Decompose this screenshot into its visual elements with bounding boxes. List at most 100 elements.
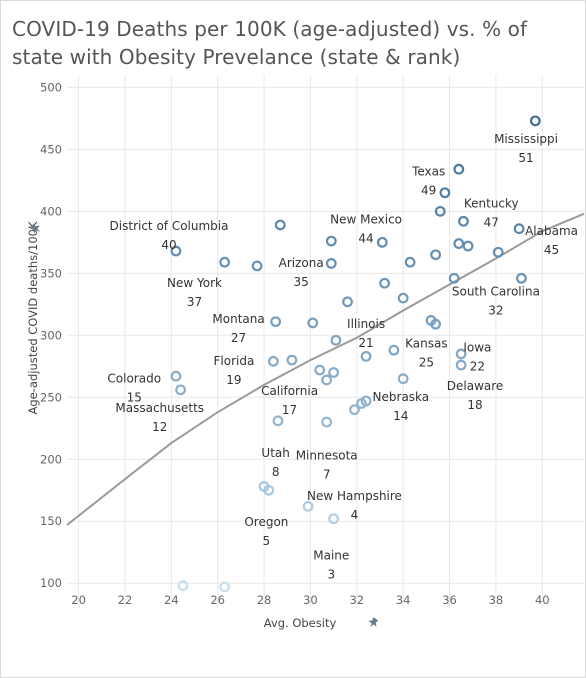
gridlines bbox=[67, 75, 584, 608]
data-point[interactable] bbox=[439, 187, 451, 199]
state-rank-label: 40 bbox=[161, 238, 176, 252]
y-tick-label: 450 bbox=[40, 142, 62, 156]
data-point[interactable] bbox=[342, 296, 353, 308]
data-point[interactable] bbox=[430, 249, 442, 261]
data-point[interactable] bbox=[219, 256, 231, 268]
data-point[interactable] bbox=[263, 484, 275, 496]
y-axis-pin-icon[interactable] bbox=[29, 222, 43, 236]
data-point[interactable] bbox=[314, 364, 326, 376]
data-point[interactable] bbox=[270, 316, 282, 328]
data-point[interactable] bbox=[330, 334, 342, 346]
data-point[interactable] bbox=[286, 354, 298, 366]
data-point[interactable] bbox=[274, 219, 286, 231]
x-axis-pin-icon[interactable] bbox=[366, 616, 380, 630]
state-rank-label: 25 bbox=[419, 356, 434, 370]
x-tick-label: 22 bbox=[118, 593, 133, 607]
data-point[interactable] bbox=[397, 373, 409, 385]
state-annotation: Texas 49 bbox=[411, 164, 445, 197]
data-point[interactable] bbox=[516, 272, 527, 284]
state-rank-label: 4 bbox=[351, 508, 359, 522]
state-name-label: Utah bbox=[261, 446, 289, 460]
x-tick-label: 34 bbox=[396, 593, 411, 607]
x-tick-label: 32 bbox=[349, 593, 364, 607]
state-annotation: Alabama 45 bbox=[525, 224, 578, 257]
state-rank-label: 8 bbox=[272, 465, 280, 479]
state-rank-label: 51 bbox=[518, 151, 533, 165]
data-point[interactable] bbox=[302, 500, 314, 512]
x-tick-label: 20 bbox=[71, 593, 86, 607]
state-rank-label: 27 bbox=[231, 331, 246, 345]
trendline-group bbox=[66, 212, 585, 526]
data-point[interactable] bbox=[492, 246, 504, 258]
state-name-label: Colorado bbox=[107, 371, 161, 385]
state-rank-label: 32 bbox=[488, 304, 503, 318]
data-point[interactable] bbox=[177, 580, 189, 592]
data-point[interactable] bbox=[360, 350, 372, 362]
data-point[interactable] bbox=[267, 355, 279, 367]
data-point[interactable] bbox=[430, 318, 442, 330]
data-point[interactable] bbox=[453, 163, 465, 175]
data-point[interactable] bbox=[356, 398, 367, 409]
x-tick-label: 36 bbox=[442, 593, 457, 607]
x-axis-ticks: 20 22 24 26 28 30 32 34 36 38 40 bbox=[71, 593, 549, 607]
y-tick-label: 150 bbox=[40, 514, 62, 528]
state-annotation: Maine 3 bbox=[313, 549, 349, 582]
state-name-label: Delaware bbox=[447, 379, 504, 393]
data-point[interactable] bbox=[307, 317, 319, 329]
data-point[interactable] bbox=[455, 348, 467, 360]
data-point[interactable] bbox=[376, 236, 388, 248]
data-point[interactable] bbox=[325, 235, 337, 247]
data-point[interactable] bbox=[349, 404, 360, 416]
x-tick-label: 40 bbox=[535, 593, 550, 607]
y-tick-label: 250 bbox=[40, 390, 62, 404]
state-annotation: Utah 8 bbox=[261, 446, 289, 479]
data-point[interactable] bbox=[529, 115, 541, 127]
state-annotation: Iowa 22 bbox=[463, 340, 491, 373]
y-tick-label: 500 bbox=[40, 80, 62, 94]
data-point[interactable] bbox=[170, 370, 182, 382]
state-annotation: District of Columbia 40 bbox=[110, 219, 229, 252]
state-rank-label: 47 bbox=[484, 216, 499, 230]
state-annotation: Florida 19 bbox=[214, 354, 255, 387]
data-point[interactable] bbox=[404, 256, 416, 268]
data-point[interactable] bbox=[325, 258, 337, 269]
data-point[interactable] bbox=[388, 344, 400, 356]
chart-title: COVID-19 Deaths per 100K (age-adjusted) … bbox=[12, 17, 528, 69]
data-point[interactable] bbox=[462, 240, 474, 252]
state-name-label: Illinois bbox=[347, 317, 385, 331]
data-point[interactable] bbox=[272, 415, 284, 427]
data-point[interactable] bbox=[219, 581, 231, 593]
data-point[interactable] bbox=[513, 223, 525, 235]
state-rank-label: 44 bbox=[358, 232, 373, 246]
data-point[interactable] bbox=[434, 205, 446, 217]
state-name-label: Texas bbox=[411, 164, 445, 178]
data-point[interactable] bbox=[455, 359, 467, 371]
data-point[interactable] bbox=[328, 367, 340, 378]
data-point[interactable] bbox=[458, 215, 469, 227]
state-rank-label: 17 bbox=[282, 403, 297, 417]
state-name-label: Florida bbox=[214, 354, 255, 368]
data-point[interactable] bbox=[170, 245, 182, 257]
data-point[interactable] bbox=[453, 238, 465, 249]
state-name-label: New Hampshire bbox=[307, 489, 402, 503]
data-point[interactable] bbox=[175, 384, 187, 396]
data-point[interactable] bbox=[379, 277, 391, 289]
data-point[interactable] bbox=[321, 374, 333, 386]
y-tick-label: 100 bbox=[40, 576, 62, 590]
data-point[interactable] bbox=[321, 416, 333, 428]
data-point[interactable] bbox=[448, 272, 460, 284]
data-point[interactable] bbox=[328, 513, 340, 525]
state-name-label: California bbox=[261, 384, 318, 398]
state-name-label: Montana bbox=[212, 312, 264, 326]
data-points bbox=[170, 115, 541, 593]
y-axis-ticks: 100 150 200 250 300 350 400 450 500 bbox=[40, 80, 62, 590]
state-annotation: Kentucky 47 bbox=[464, 197, 519, 230]
state-annotation: Delaware 18 bbox=[447, 379, 504, 412]
data-point[interactable] bbox=[251, 260, 263, 272]
state-rank-label: 45 bbox=[544, 243, 559, 257]
state-annotation: Mississippi 51 bbox=[494, 132, 558, 165]
state-name-label: Nebraska bbox=[373, 390, 430, 404]
data-point[interactable] bbox=[397, 292, 409, 304]
